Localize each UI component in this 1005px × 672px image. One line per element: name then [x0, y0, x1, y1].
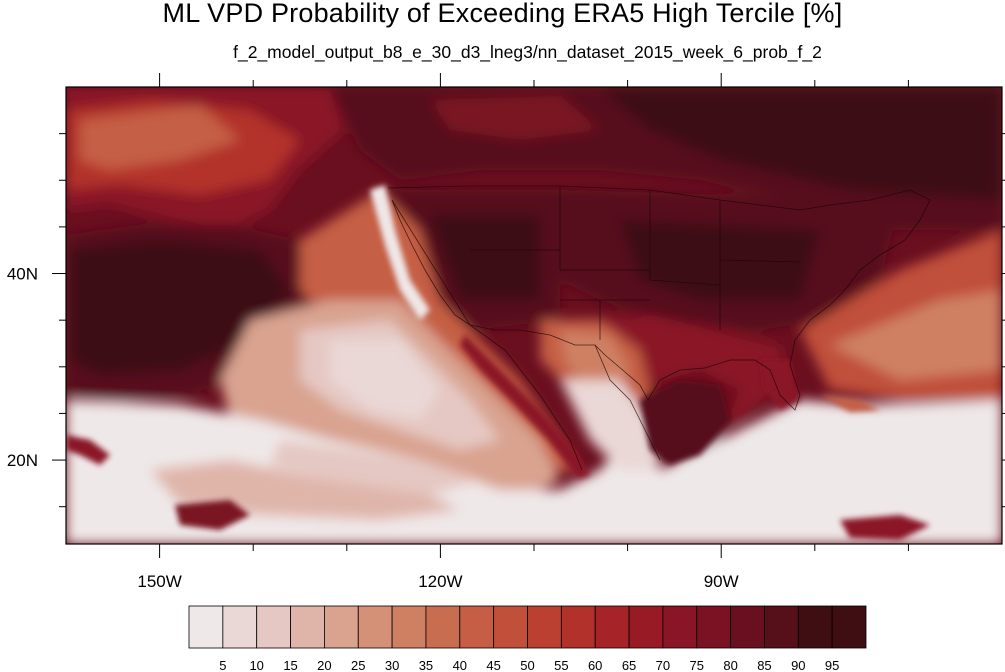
colorbar-label: 30 — [385, 658, 399, 672]
colorbar-label: 20 — [317, 658, 331, 672]
colorbar-label: 5 — [219, 658, 226, 672]
colorbar-labels: 5 10 15 20 25 30 35 40 45 50 55 60 65 70 75 80 85 90 95 — [219, 658, 839, 672]
colorbar-swatch — [391, 605, 427, 649]
colorbar-swatch — [459, 605, 495, 649]
lon-tick-label: 150W — [137, 572, 181, 591]
colorbar-swatch — [425, 605, 461, 649]
colorbar-label: 15 — [283, 658, 297, 672]
lon-tick-label: 90W — [704, 572, 739, 591]
colorbar-swatch — [323, 605, 359, 649]
colorbar-label: 55 — [554, 658, 568, 672]
colorbar-label: 40 — [453, 658, 467, 672]
colorbar-swatch — [493, 605, 528, 649]
colorbar-label: 35 — [419, 658, 433, 672]
colorbar-swatch — [797, 605, 833, 649]
colorbar-swatch — [290, 605, 325, 649]
colorbar-label: 45 — [486, 658, 500, 672]
lon-tick-label: 120W — [418, 572, 462, 591]
colorbar-label: 70 — [656, 658, 670, 672]
colorbar-label: 60 — [588, 658, 602, 672]
colorbar-label: 10 — [249, 658, 263, 672]
colorbar-label: 75 — [690, 658, 704, 672]
country-borders — [387, 185, 931, 471]
lat-tick-label: 20N — [7, 451, 38, 470]
colorbar-swatch — [560, 605, 596, 649]
colorbar-swatch — [256, 605, 291, 649]
colorbar — [188, 605, 867, 649]
colorbar-label: 95 — [825, 658, 839, 672]
colorbar-swatch — [696, 605, 731, 649]
colorbar-swatch — [628, 605, 664, 649]
axis-ticks — [52, 73, 1005, 558]
colorbar-label: 50 — [520, 658, 534, 672]
colorbar-label: 90 — [791, 658, 805, 672]
colorbar-swatch — [188, 605, 224, 649]
colorbar-label: 65 — [622, 658, 636, 672]
axis-tick-labels: 150W 120W 90W 40N 20N — [7, 265, 739, 591]
colorbar-label: 25 — [351, 658, 365, 672]
probability-field — [66, 87, 1002, 544]
colorbar-swatch — [594, 605, 630, 649]
lat-tick-label: 40N — [7, 265, 38, 284]
colorbar-swatch — [357, 605, 393, 649]
colorbar-swatch — [222, 605, 258, 649]
map-subtitle: f_2_model_output_b8_e_30_d3_lneg3/nn_dat… — [233, 42, 822, 62]
colorbar-swatch — [831, 605, 867, 649]
colorbar-label: 85 — [757, 658, 771, 672]
colorbar-label: 80 — [723, 658, 737, 672]
colorbar-swatch — [662, 605, 698, 649]
colorbar-swatch — [764, 605, 799, 649]
map-title: ML VPD Probability of Exceeding ERA5 Hig… — [162, 0, 843, 28]
colorbar-swatch — [527, 605, 562, 649]
colorbar-swatch — [730, 605, 765, 649]
